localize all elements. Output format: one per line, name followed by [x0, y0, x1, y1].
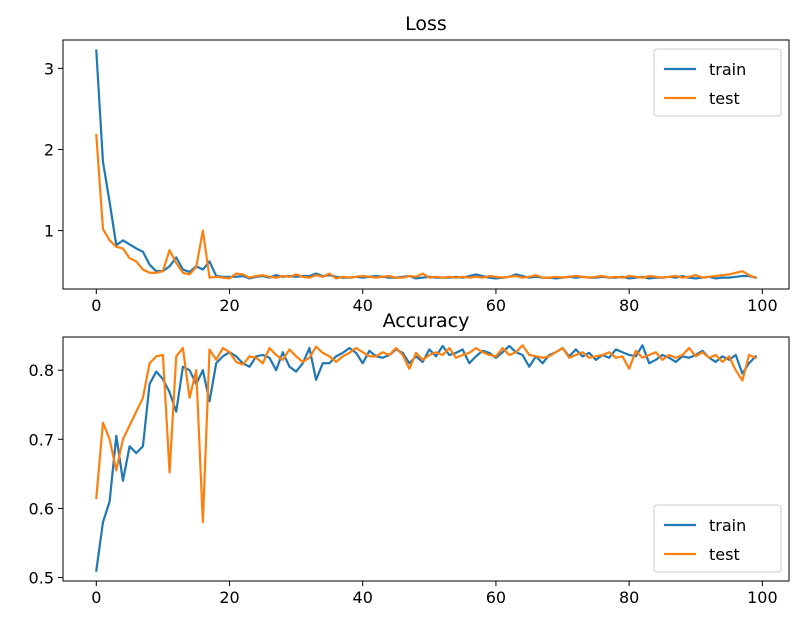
accuracy-line-test: [95, 344, 758, 524]
loss-x-ticks: 0 20 40 60 80 100: [91, 289, 778, 315]
accuracy-y-tick-label: 0.5: [29, 569, 54, 588]
loss-x-tick-label: 60: [486, 296, 506, 315]
accuracy-legend-box: [653, 504, 782, 573]
loss-line-test: [95, 133, 758, 280]
accuracy-y-tick-label: 0.8: [29, 361, 54, 380]
loss-y-tick-label: 2: [44, 140, 54, 159]
accuracy-y-tick-label: 0.7: [29, 430, 54, 449]
accuracy-legend: train test: [653, 504, 782, 573]
accuracy-x-tick-label: 60: [486, 588, 506, 607]
loss-x-tick-label: 20: [219, 296, 239, 315]
loss-legend: train test: [653, 48, 782, 117]
loss-x-tick-label: 40: [353, 296, 373, 315]
accuracy-x-tick-label: 80: [619, 588, 639, 607]
accuracy-axes-frame: [62, 336, 790, 582]
loss-y-tick-label: 1: [44, 222, 54, 241]
accuracy-legend-label-train: train: [709, 516, 746, 535]
loss-series-lines: [95, 49, 758, 280]
accuracy-x-ticks: 0 20 40 60 80 100: [91, 581, 778, 607]
loss-y-tick-label: 3: [44, 59, 54, 78]
loss-title: Loss: [405, 13, 447, 35]
accuracy-title: Accuracy: [383, 310, 470, 332]
loss-legend-label-test: test: [709, 89, 740, 108]
accuracy-series-lines: [95, 344, 758, 572]
loss-x-tick-label: 100: [747, 296, 778, 315]
accuracy-legend-label-test: test: [709, 545, 740, 564]
accuracy-chart: 0 20 40 60 80 100 0.5 0.6 0.7 0.8 Accuracy train…: [29, 310, 790, 607]
accuracy-line-train: [95, 344, 758, 572]
accuracy-x-tick-label: 20: [219, 588, 239, 607]
loss-x-tick-label: 80: [619, 296, 639, 315]
accuracy-x-tick-label: 40: [353, 588, 373, 607]
accuracy-x-tick-label: 100: [747, 588, 778, 607]
loss-y-ticks: 1 2 3: [44, 59, 63, 241]
loss-axes-frame: [62, 39, 790, 290]
loss-chart: 0 20 40 60 80 100 1 2 3 Loss train test: [44, 13, 790, 315]
accuracy-x-tick-label: 0: [91, 588, 101, 607]
accuracy-y-tick-label: 0.6: [29, 499, 54, 518]
loss-legend-box: [653, 48, 782, 117]
loss-x-tick-label: 0: [91, 296, 101, 315]
accuracy-y-ticks: 0.5 0.6 0.7 0.8: [29, 361, 63, 588]
loss-legend-label-train: train: [709, 60, 746, 79]
